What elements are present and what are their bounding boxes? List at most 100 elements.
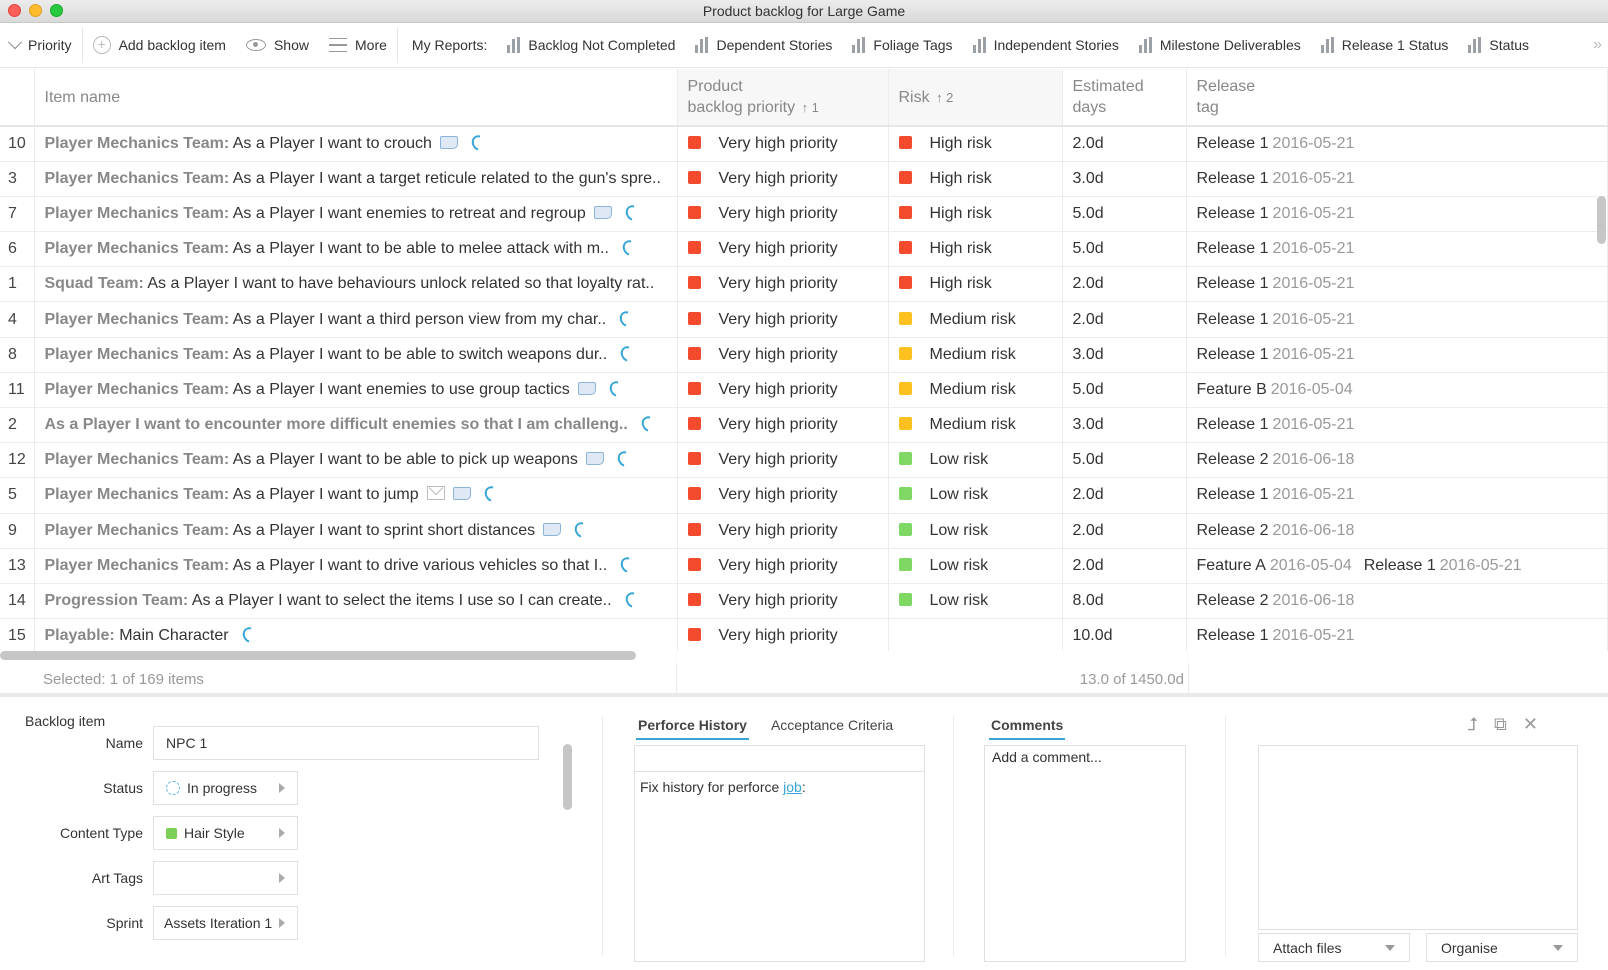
priority-cell[interactable]: Very high priority <box>677 407 889 444</box>
item-name-cell[interactable]: Squad Team: As a Player I want to have b… <box>34 266 678 303</box>
item-name-cell[interactable]: Player Mechanics Team: As a Player I wan… <box>34 196 678 233</box>
release-tag[interactable]: Release 1 2016-05-21 <box>1197 275 1355 292</box>
release-tag[interactable]: Release 1 2016-05-21 <box>1197 311 1355 328</box>
minimize-window-button[interactable] <box>29 4 42 17</box>
sync-icon[interactable] <box>619 237 640 259</box>
table-row[interactable]: 1 Squad Team: As a Player I want to have… <box>0 266 1608 303</box>
release-tag-cell[interactable]: Release 1 2016-05-21 <box>1186 126 1608 162</box>
sync-icon[interactable] <box>572 519 593 541</box>
column-header-priority[interactable]: Product backlog priority ↑ 1 <box>677 69 889 127</box>
report-independent-stories[interactable]: Independent Stories <box>963 23 1129 67</box>
table-row[interactable]: 13 Player Mechanics Team: As a Player I … <box>0 548 1608 584</box>
close-icon[interactable]: ✕ <box>1522 714 1538 734</box>
estimated-days-cell[interactable]: 3.0d <box>1062 161 1187 197</box>
comment-input[interactable]: Add a comment... <box>984 745 1186 962</box>
note-icon[interactable] <box>585 452 604 466</box>
release-tag-cell[interactable]: Release 1 2016-05-21 <box>1186 196 1608 233</box>
estimated-days-cell[interactable]: 5.0d <box>1062 196 1187 233</box>
release-tag[interactable]: Release 1 2016-05-21 <box>1364 557 1522 574</box>
report-release-1-status[interactable]: Release 1 Status <box>1311 23 1459 67</box>
grid-horizontal-scrollbar[interactable] <box>0 651 636 660</box>
tab-perforce-history[interactable]: Perforce History <box>636 713 749 740</box>
table-row[interactable]: 7 Player Mechanics Team: As a Player I w… <box>0 196 1608 233</box>
priority-cell[interactable]: Very high priority <box>677 161 889 197</box>
tab-acceptance-criteria[interactable]: Acceptance Criteria <box>770 717 894 733</box>
column-header-release-tag[interactable]: Release tag <box>1186 69 1608 127</box>
sync-icon[interactable] <box>618 343 639 365</box>
release-tag-cell[interactable]: Release 1 2016-05-21 <box>1186 337 1608 373</box>
table-row[interactable]: 11 Player Mechanics Team: As a Player I … <box>0 372 1608 409</box>
grid-vertical-scrollbar[interactable] <box>1597 196 1606 244</box>
release-tag[interactable]: Release 1 2016-05-21 <box>1197 346 1355 363</box>
release-tag[interactable]: Feature B 2016-05-04 <box>1197 381 1353 398</box>
risk-cell[interactable]: Low risk <box>888 513 1063 549</box>
risk-cell[interactable]: High risk <box>888 196 1063 233</box>
sync-icon[interactable] <box>622 202 643 224</box>
estimated-days-cell[interactable]: 2.0d <box>1062 548 1187 584</box>
release-tag-cell[interactable]: Release 2 2016-06-18 <box>1186 442 1608 479</box>
note-icon[interactable] <box>577 381 596 395</box>
sync-icon[interactable] <box>638 413 659 435</box>
zoom-window-button[interactable] <box>50 4 63 17</box>
report-status[interactable]: Status <box>1458 23 1539 67</box>
risk-cell[interactable]: High risk <box>888 231 1063 268</box>
release-tag[interactable]: Release 1 2016-05-21 <box>1197 416 1355 433</box>
note-icon[interactable] <box>452 487 471 501</box>
priority-cell[interactable]: Very high priority <box>677 477 889 514</box>
release-tag-cell[interactable]: Release 1 2016-05-21 <box>1186 301 1608 338</box>
estimated-days-cell[interactable]: 5.0d <box>1062 442 1187 479</box>
item-name-cell[interactable]: Player Mechanics Team: As a Player I wan… <box>34 301 678 338</box>
priority-cell[interactable]: Very high priority <box>677 583 889 620</box>
perforce-search-field[interactable] <box>635 746 924 772</box>
release-tag[interactable]: Release 1 2016-05-21 <box>1197 486 1355 503</box>
perforce-job-link[interactable]: job <box>783 779 802 795</box>
risk-cell[interactable]: High risk <box>888 126 1063 162</box>
priority-cell[interactable]: Very high priority <box>677 126 889 162</box>
release-tag[interactable]: Release 2 2016-06-18 <box>1197 451 1355 468</box>
table-row[interactable]: 9 Player Mechanics Team: As a Player I w… <box>0 513 1608 549</box>
item-name-cell[interactable]: Player Mechanics Team: As a Player I wan… <box>34 126 678 162</box>
release-tag-cell[interactable]: Release 2 2016-06-18 <box>1186 513 1608 549</box>
table-row[interactable]: 12 Player Mechanics Team: As a Player I … <box>0 442 1608 479</box>
estimated-days-cell[interactable]: 2.0d <box>1062 301 1187 338</box>
sync-icon[interactable] <box>617 308 638 329</box>
priority-cell[interactable]: Very high priority <box>677 548 889 584</box>
column-header-estimated-days[interactable]: Estimated days <box>1062 69 1187 127</box>
form-scrollbar[interactable] <box>563 744 572 810</box>
release-tag[interactable]: Release 1 2016-05-21 <box>1197 240 1355 257</box>
estimated-days-cell[interactable]: 5.0d <box>1062 231 1187 268</box>
priority-cell[interactable]: Very high priority <box>677 442 889 479</box>
note-icon[interactable] <box>543 522 562 536</box>
release-tag[interactable]: Release 1 2016-05-21 <box>1197 170 1355 187</box>
item-name-cell[interactable]: Progression Team: As a Player I want to … <box>34 583 678 620</box>
table-row[interactable]: 2 As a Player I want to encounter more d… <box>0 407 1608 444</box>
sync-icon[interactable] <box>622 589 643 611</box>
priority-cell[interactable]: Very high priority <box>677 513 889 549</box>
estimated-days-cell[interactable]: 3.0d <box>1062 337 1187 373</box>
sync-icon[interactable] <box>239 624 260 646</box>
release-tag-cell[interactable]: Release 1 2016-05-21 <box>1186 407 1608 444</box>
release-tag[interactable]: Release 1 2016-05-21 <box>1197 627 1355 644</box>
mail-icon[interactable] <box>426 486 445 501</box>
sync-icon[interactable] <box>468 132 490 154</box>
item-name-cell[interactable]: Player Mechanics Team: As a Player I wan… <box>34 231 678 268</box>
release-tag-cell[interactable]: Feature A 2016-05-04 Release 1 2016-05-21 <box>1186 548 1608 584</box>
item-name-cell[interactable]: Player Mechanics Team: As a Player I wan… <box>34 442 678 479</box>
table-row[interactable]: 15 Playable: Main Character Very high pr… <box>0 618 1608 651</box>
estimated-days-cell[interactable]: 10.0d <box>1062 618 1187 651</box>
toolbar-overflow-icon[interactable]: » <box>1593 36 1602 53</box>
attachments-area[interactable] <box>1258 745 1578 930</box>
table-row[interactable]: 6 Player Mechanics Team: As a Player I w… <box>0 231 1608 268</box>
release-tag-cell[interactable]: Release 1 2016-05-21 <box>1186 161 1608 197</box>
release-tag-cell[interactable]: Release 2 2016-06-18 <box>1186 583 1608 620</box>
risk-cell[interactable]: Low risk <box>888 583 1063 620</box>
table-row[interactable]: 14 Progression Team: As a Player I want … <box>0 583 1608 620</box>
priority-cell[interactable]: Very high priority <box>677 618 889 651</box>
sync-icon[interactable] <box>481 484 502 505</box>
report-dependent-stories[interactable]: Dependent Stories <box>685 23 842 67</box>
release-tag-cell[interactable]: Release 1 2016-05-21 <box>1186 266 1608 303</box>
release-tag[interactable]: Release 2 2016-06-18 <box>1197 592 1355 609</box>
release-tag[interactable]: Feature A 2016-05-04 <box>1197 557 1352 574</box>
sync-icon[interactable] <box>606 378 627 400</box>
item-name-cell[interactable]: Player Mechanics Team: As a Player I wan… <box>34 337 678 373</box>
